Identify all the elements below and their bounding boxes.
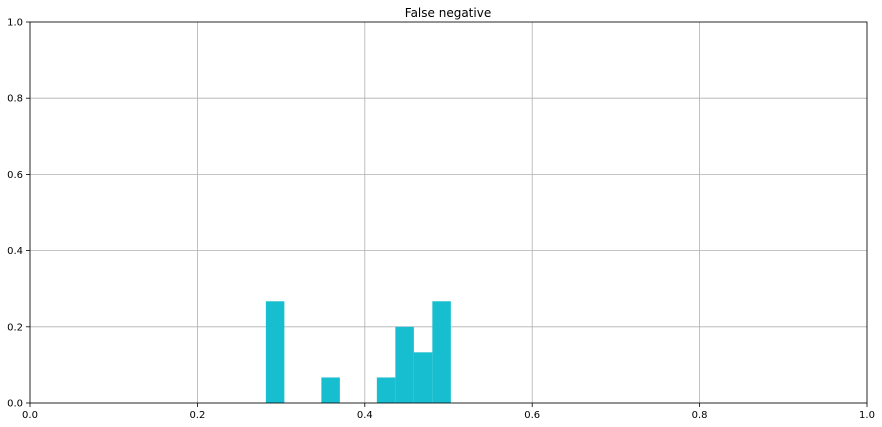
x-tick-label: 0.6	[524, 410, 540, 421]
y-tick-label: 0.2	[7, 322, 23, 333]
x-tick-label: 0.8	[692, 410, 708, 421]
y-tick-label: 0.4	[7, 246, 23, 257]
histogram-bar	[265, 301, 285, 403]
x-tick-label: 0.2	[189, 410, 205, 421]
tick-labels: 0.0 0.2 0.4 0.6 0.8 1.0 0.0 0.2 0.4 0.6 0.8 1.0	[7, 18, 875, 422]
histogram-bar	[413, 352, 433, 403]
x-tick-label: 0.4	[357, 410, 373, 421]
y-tick-label: 1.0	[7, 18, 23, 29]
histogram-bar	[321, 377, 340, 403]
y-tick-label: 0.0	[7, 399, 23, 410]
chart-title: False negative	[405, 6, 491, 20]
histogram-bar	[376, 377, 396, 403]
x-tick-label: 0.0	[22, 410, 38, 421]
y-tick-label: 0.6	[7, 170, 23, 181]
plot-frame	[29, 21, 868, 404]
x-tick-label: 1.0	[859, 410, 875, 421]
axes	[26, 21, 868, 407]
histogram-bar	[432, 301, 451, 403]
histogram-bars	[265, 301, 451, 403]
histogram-bar	[395, 326, 414, 403]
y-tick-label: 0.8	[7, 94, 23, 105]
